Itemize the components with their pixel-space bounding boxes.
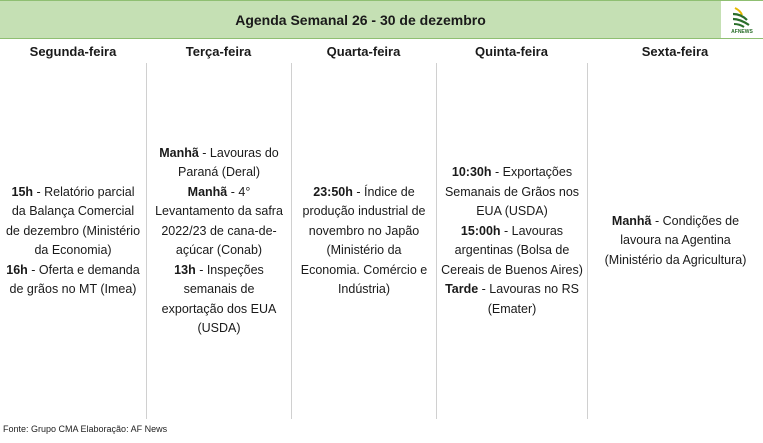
day-header-thursday: Quinta-feira <box>475 43 548 59</box>
page-title: Agenda Semanal 26 - 30 de dezembro <box>235 11 486 28</box>
day-header-tuesday: Terça-feira <box>185 43 252 59</box>
agenda-entry: 16h - Oferta e demanda de grãos no MT (I… <box>6 262 140 297</box>
agenda-entry: 15h - Relatório parcial da Balança Comer… <box>5 184 141 258</box>
agenda-entry: 23:50h - Índice de produção industrial d… <box>300 184 428 297</box>
afnews-leaf-logo-icon <box>732 7 750 28</box>
agenda-title-bar: Agenda Semanal 26 - 30 de dezembro <box>0 0 721 39</box>
day-column-friday: Manhã - Condições de lavoura na Agentina… <box>587 63 763 419</box>
agenda-entry: Manhã - 4° Levantamento da safra 2022/23… <box>155 184 283 258</box>
agenda-entry: Manhã - Condições de lavoura na Agentina… <box>604 213 747 267</box>
afnews-logo: AFNEWS <box>721 0 763 39</box>
agenda-entry: Tarde - Lavouras no RS (Emater) <box>445 282 579 316</box>
logo-text: AFNEWS <box>731 29 753 35</box>
day-header-wednesday: Quarta-feira <box>326 43 401 59</box>
source-credit: Fonte: Grupo CMA Elaboração: AF News <box>3 424 168 434</box>
agenda-entry: 10:30h - Exportações Semanais de Grãos n… <box>444 165 580 218</box>
agenda-columns: 15h - Relatório parcial da Balança Comer… <box>0 63 763 419</box>
agenda-entry: 13h - Inspeções semanais de exportação d… <box>161 262 277 336</box>
day-header-monday: Segunda-feira <box>29 43 117 59</box>
agenda-entry: 15:00h - Lavouras argentinas (Bolsa de C… <box>441 223 583 277</box>
weekday-header-row: Segunda-feira Terça-feira Quarta-feira Q… <box>0 39 763 63</box>
day-column-thursday: 10:30h - Exportações Semanais de Grãos n… <box>436 63 587 419</box>
day-column-wednesday: 23:50h - Índice de produção industrial d… <box>291 63 436 419</box>
day-column-tuesday: Manhã - Lavouras do Paraná (Deral) Manhã… <box>146 63 291 419</box>
day-column-monday: 15h - Relatório parcial da Balança Comer… <box>0 63 146 419</box>
agenda-entry: Manhã - Lavouras do Paraná (Deral) <box>159 145 279 180</box>
day-header-friday: Sexta-feira <box>641 43 709 59</box>
